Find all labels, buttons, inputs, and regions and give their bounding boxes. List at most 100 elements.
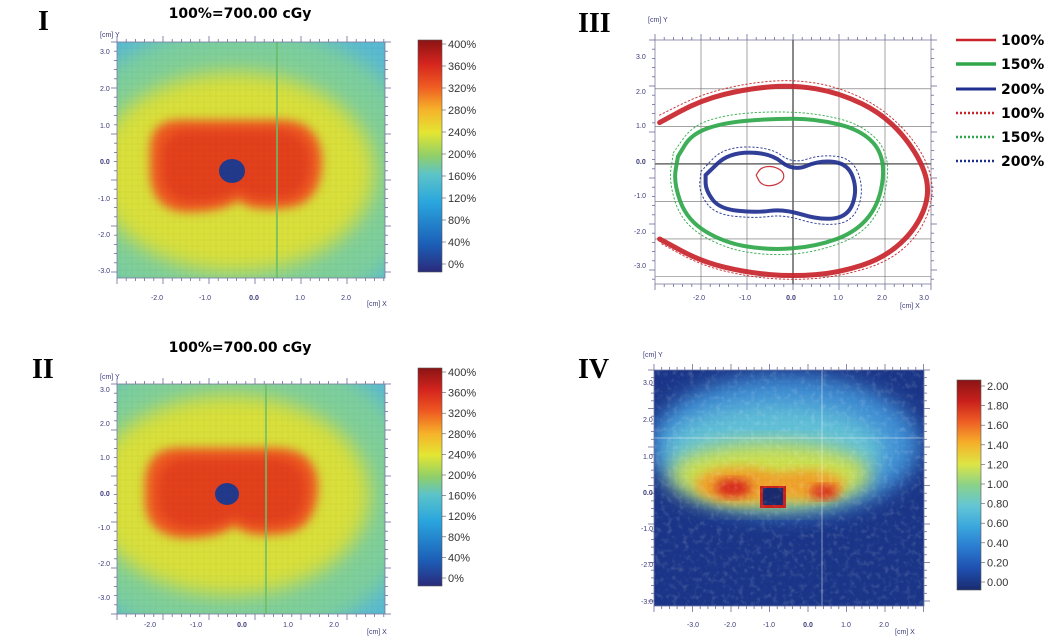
legend-label: 150% <box>1001 130 1044 146</box>
panel-IV-yticks: 3.0 2.0 1.0 0.0 -1.0 -2.0 -3.0 <box>641 380 653 606</box>
panel-II-title: 100%=700.00 cGy <box>169 340 312 356</box>
xtick: -1.0 <box>199 295 211 302</box>
legend-item: 100% <box>956 106 1044 122</box>
colorbar-gradient <box>417 367 443 587</box>
colorbar-tick-label: 120% <box>448 193 476 205</box>
colorbar-tick-label: 1.80 <box>987 401 1008 413</box>
xtick: 2.0 <box>879 622 889 629</box>
panel-I-xlabel: [cm] X <box>367 301 387 308</box>
panel-I-ylabel: [cm] Y <box>100 32 120 39</box>
xtick: -3.0 <box>687 622 699 629</box>
panel-IV: [cm] Y [cm] X 3.0 2.0 1.0 0.0 -1.0 -2.0 … <box>641 352 1008 636</box>
xtick: 1.0 <box>841 622 851 629</box>
xtick: 0.0 <box>249 295 259 302</box>
xtick: 3.0 <box>919 295 929 302</box>
panel-IV-xlabel: [cm] X <box>895 629 915 636</box>
panel-II-xticks: -2.0 -1.0 0.0 1.0 2.0 <box>144 622 339 629</box>
colorbar-tick-label: 1.40 <box>987 440 1008 452</box>
ytick: 3.0 <box>643 380 653 387</box>
panel-II-axes: [cm] Y [cm] X 3.0 2.0 1.0 0.0 -1.0 -2.0 … <box>98 374 391 636</box>
xtick: -2.0 <box>151 295 163 302</box>
legend-item: 200% <box>956 82 1044 98</box>
colorbar-tick-label: 80% <box>448 532 470 544</box>
xtick: 1.0 <box>283 622 293 629</box>
panel-I: 100%=700.00 cGy [cm] Y [cm] X 3.0 2.0 1.… <box>98 6 476 308</box>
ytick: -2.0 <box>98 232 110 239</box>
colorbar-tick-label: 0.20 <box>987 557 1008 569</box>
panel-III-xticks: -2.0 -1.0 0.0 1.0 2.0 3.0 <box>693 295 929 302</box>
ytick: -2.0 <box>641 562 653 569</box>
colorbar-tick-label: 0.00 <box>987 577 1008 589</box>
panel-II-heatmap <box>117 384 385 614</box>
panel-II-ylabel: [cm] Y <box>100 374 120 381</box>
legend-item: 150% <box>956 57 1044 73</box>
legend-label: 200% <box>1001 82 1044 98</box>
panel-IV-colorbar: 2.00 1.80 1.60 1.40 1.20 1.00 0.80 0.60 0.40 0.20… <box>956 379 1008 591</box>
ytick: -2.0 <box>634 229 646 236</box>
ytick: -1.0 <box>634 193 646 200</box>
colorbar-tick-label: 280% <box>448 105 476 117</box>
panel-II: 100%=700.00 cGy [cm] Y [cm] X 3.0 2.0 1.… <box>98 340 476 636</box>
panel-II-yticks: 3.0 2.0 1.0 0.0 -1.0 -2.0 -3.0 <box>98 387 110 602</box>
xtick: -1.0 <box>763 622 775 629</box>
ytick: -2.0 <box>98 561 110 568</box>
colorbar-tick-label: 40% <box>448 552 470 564</box>
legend-label: 200% <box>1001 154 1044 170</box>
colorbar-tick-label: 160% <box>448 171 476 183</box>
isodose-curve-dotted-100 <box>659 80 933 280</box>
panel-II-colorbar: 400% 360% 320% 280% 240% 200% 160% 120% 80% 40% 0% <box>417 367 476 587</box>
panel-label-III: III <box>578 8 611 39</box>
colorbar-tick-label: 360% <box>448 61 476 73</box>
panel-label-II: II <box>32 354 54 385</box>
colorbar-tick-label: 240% <box>448 449 476 461</box>
xtick: 1.0 <box>295 295 305 302</box>
ytick: -3.0 <box>641 599 653 606</box>
isodose-curve-solid-200 <box>703 150 858 221</box>
ytick: 2.0 <box>636 89 646 96</box>
panel-I-heatmap <box>117 42 385 278</box>
colorbar-tick-label: 0.40 <box>987 538 1008 550</box>
ytick: 3.0 <box>100 387 110 394</box>
isodose-curve-solid-150 <box>673 116 886 251</box>
xtick: -1.0 <box>739 295 751 302</box>
ytick: -1.0 <box>98 196 110 203</box>
panel-I-yticks: 3.0 2.0 1.0 0.0 -1.0 -2.0 -3.0 <box>98 49 110 275</box>
colorbar-tick-label: 120% <box>448 511 476 523</box>
ytick: 0.0 <box>100 491 110 498</box>
colorbar-tick-label: 200% <box>448 470 476 482</box>
ytick: -1.0 <box>98 525 110 532</box>
colorbar-tick-label: 1.00 <box>987 479 1008 491</box>
xtick: 0.0 <box>786 295 796 302</box>
xtick: 2.0 <box>329 622 339 629</box>
colorbar-tick-label: 80% <box>448 215 470 227</box>
colorbar-tick-label: 0.80 <box>987 499 1008 511</box>
colorbar-tick-label: 1.20 <box>987 459 1008 471</box>
panel-I-colorbar: 400% 360% 320% 280% 240% 200% 160% 120% 80% 40% 0% <box>417 39 476 273</box>
colorbar-tick-label: 2.00 <box>987 381 1008 393</box>
isodose-curve-solid-100 <box>657 83 931 279</box>
panel-IV-xticks: -3.0 -2.0 -1.0 0.0 1.0 2.0 <box>687 622 889 629</box>
colorbar-tick-label: 200% <box>448 149 476 161</box>
legend-item: 150% <box>956 130 1044 146</box>
ytick: 2.0 <box>100 86 110 93</box>
xtick: 0.0 <box>803 622 813 629</box>
colorbar-tick-label: 160% <box>448 491 476 503</box>
panel-label-IV: IV <box>578 354 609 385</box>
legend-label: 100% <box>1001 33 1044 49</box>
panel-III-ylabel: [cm] Y <box>648 17 668 24</box>
ytick: 0.0 <box>643 490 653 497</box>
isodose-curve-dotted-200 <box>699 146 862 225</box>
panel-I-xticks: -2.0 -1.0 0.0 1.0 2.0 <box>151 295 351 302</box>
legend-item: 200% <box>956 154 1044 170</box>
colorbar-tick-label: 40% <box>448 237 470 249</box>
ytick: 1.0 <box>100 455 110 462</box>
ytick: -1.0 <box>641 526 653 533</box>
panel-I-axes: [cm] Y [cm] X 3.0 2.0 1.0 0.0 -1.0 -2.0 … <box>98 32 391 308</box>
xtick: 1.0 <box>833 295 843 302</box>
ytick: 0.0 <box>100 159 110 166</box>
ytick: -3.0 <box>634 263 646 270</box>
ytick: 3.0 <box>100 49 110 56</box>
legend-item: 100% <box>956 33 1044 49</box>
colorbar-tick-label: 0% <box>448 259 464 271</box>
